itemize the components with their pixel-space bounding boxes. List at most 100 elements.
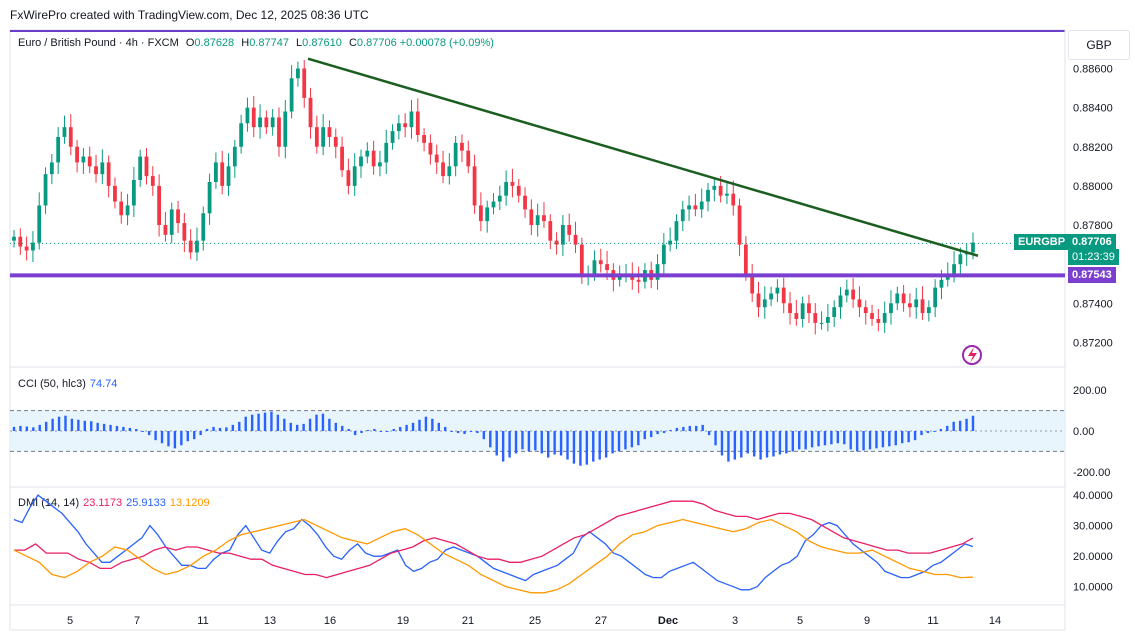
candle-body (422, 135, 426, 143)
flash-bolt-icon (968, 347, 977, 363)
candle-body (24, 246, 29, 251)
candle-body (131, 180, 136, 206)
candle-body (863, 307, 868, 314)
dmi-legend[interactable]: DMI (14, 14) 23.1173 25.9133 13.1209 (18, 497, 210, 509)
time-tick-label: 7 (134, 615, 140, 627)
candle-body (800, 303, 805, 319)
cci-bar (302, 423, 305, 431)
candle-body (333, 136, 338, 147)
candle-body (882, 313, 887, 323)
chart-caption: FxWirePro created with TradingView.com, … (10, 8, 369, 22)
dmi-tick-label: 20.0000 (1073, 551, 1113, 563)
candle-body (258, 117, 262, 128)
symbol-header[interactable]: Euro / British Pound · 4h · FXCM O0.8762… (18, 37, 494, 49)
candle-body (352, 166, 357, 186)
price-tick-label: 0.87200 (1073, 337, 1113, 349)
candle-body (384, 142, 389, 163)
cci-bar (231, 424, 235, 431)
cci-bar (527, 431, 531, 452)
candle-body (712, 185, 717, 190)
time-tick-label: 25 (529, 615, 541, 627)
cci-bar (90, 421, 93, 431)
cci-bar (398, 426, 402, 431)
cci-bar (785, 431, 788, 454)
cci-bar (77, 419, 80, 431)
candle-body (971, 242, 975, 253)
candle-body (554, 240, 559, 245)
cci-bar (920, 431, 923, 436)
candle-body (188, 240, 193, 253)
cci-bar (341, 425, 344, 431)
candle-body (150, 176, 155, 186)
cci-name: CCI (50, hlc3) (18, 378, 86, 390)
candle-body (542, 215, 546, 222)
cci-bar (888, 431, 891, 447)
candle-body (895, 293, 900, 304)
candle-body (504, 181, 509, 196)
cci-bar (257, 413, 260, 431)
cci-bar (759, 431, 762, 460)
time-tick-label: 13 (264, 615, 276, 627)
candle-body (232, 146, 237, 167)
candle-body (598, 260, 603, 265)
candle-body (302, 68, 307, 98)
candle-body (478, 205, 483, 222)
candle-body (788, 303, 792, 314)
cci-bar (534, 431, 537, 451)
cci-legend[interactable]: CCI (50, hlc3) 74.74 (18, 378, 117, 390)
cci-bar (218, 427, 222, 431)
time-tick-label: 5 (67, 615, 73, 627)
candle-body (529, 209, 534, 226)
candle-body (270, 117, 275, 128)
cci-bar (289, 422, 292, 431)
candle-body (958, 254, 963, 265)
cci-bar (765, 431, 769, 458)
cci-bar (617, 431, 621, 452)
cci-bar (386, 431, 389, 433)
cci-tick-label: 200.00 (1073, 385, 1107, 397)
cci-bar (489, 431, 492, 448)
candle-body (125, 205, 130, 216)
candle-body (731, 193, 736, 206)
time-tick-label: 16 (324, 615, 336, 627)
candle-body (340, 146, 344, 171)
close-value: 0.87706 (356, 37, 397, 49)
time-tick-label: 27 (595, 615, 607, 627)
cci-bar (315, 414, 318, 431)
cci-bar (96, 422, 99, 431)
candle-body (226, 166, 231, 186)
cci-bar (173, 431, 177, 449)
cci-bar (450, 431, 453, 433)
time-tick-label: Dec (658, 615, 678, 627)
cci-bar (791, 431, 794, 452)
cci-bar (559, 431, 563, 456)
currency-button[interactable]: GBP (1068, 30, 1130, 60)
cci-bar (186, 431, 189, 442)
cci-bar (843, 431, 846, 445)
candle-body (87, 156, 92, 167)
cci-bar (862, 431, 865, 451)
cci-bar (946, 425, 949, 431)
cci-bar (875, 431, 878, 449)
cci-bar (12, 426, 16, 431)
cci-bar (392, 428, 395, 431)
candle-body (409, 111, 414, 128)
candle-body (926, 307, 931, 314)
candle-body (844, 289, 849, 296)
candle-body (876, 318, 881, 323)
cci-bar (714, 431, 717, 446)
candle-body (901, 293, 906, 304)
candle-body (523, 195, 527, 210)
cci-bar (675, 427, 679, 431)
open-value: 0.87628 (194, 37, 235, 49)
cci-value: 74.74 (89, 378, 118, 390)
cci-bar (70, 418, 74, 431)
candle-body (441, 162, 445, 177)
cci-bar (553, 431, 556, 455)
cci-bar (463, 431, 466, 435)
symbol-title: Euro / British Pound · 4h · FXCM (18, 37, 179, 49)
candle-body (908, 303, 912, 308)
candle-body (491, 201, 496, 208)
candle-body (163, 225, 168, 235)
